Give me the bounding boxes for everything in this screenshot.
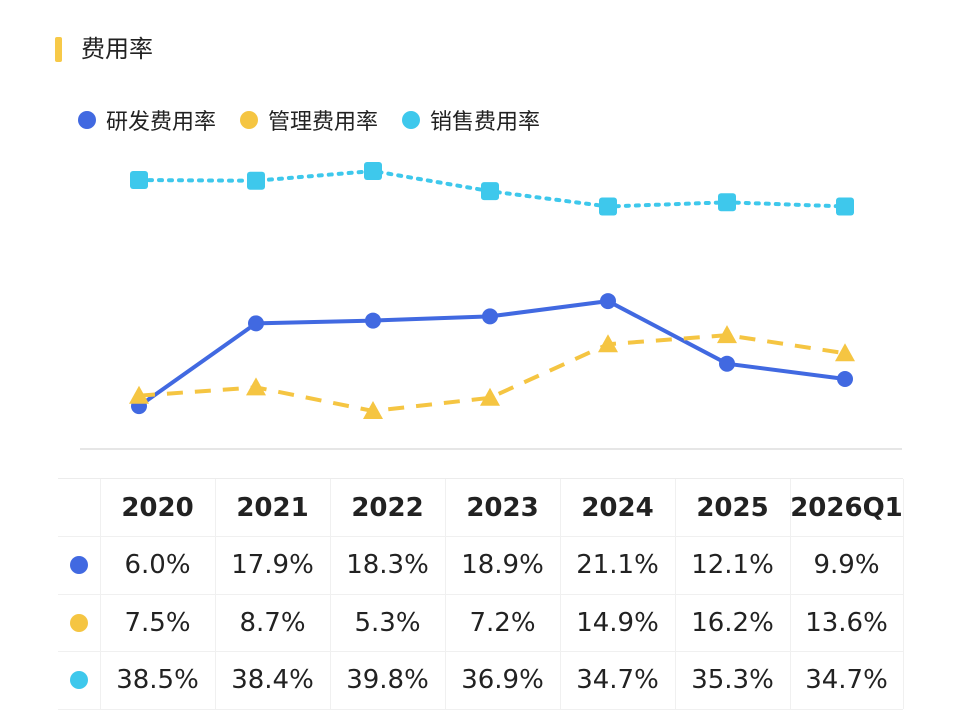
table-header-cell: 2022: [330, 479, 446, 536]
table-cell: 16.2%: [675, 594, 791, 651]
table-header-row: 2020 2021 2022 2023 2024 2025 2026Q1: [58, 479, 904, 537]
accent-bar: [55, 37, 62, 62]
table-row: 6.0% 17.9% 18.3% 18.9% 21.1% 12.1% 9.9%: [58, 536, 904, 595]
table-header-cell: 2023: [445, 479, 561, 536]
data-point[interactable]: [365, 312, 381, 329]
table-cell: 12.1%: [675, 536, 791, 594]
table-cell: 34.7%: [790, 651, 904, 709]
table-header-cell: 2021: [215, 479, 331, 536]
table-cell: 7.5%: [100, 594, 216, 651]
data-point[interactable]: [247, 171, 265, 190]
table-cell: 35.3%: [675, 651, 791, 709]
data-point[interactable]: [599, 197, 617, 216]
legend-item[interactable]: 研发费用率: [78, 104, 216, 136]
table-header-cell: 2026Q1: [790, 479, 904, 536]
data-point[interactable]: [482, 308, 498, 325]
legend-marker: [78, 111, 96, 129]
table-cell: 38.4%: [215, 651, 331, 709]
table-header-cell: 2020: [100, 479, 216, 536]
data-point[interactable]: [246, 377, 266, 396]
legend-item[interactable]: 管理费用率: [240, 104, 378, 136]
legend-marker: [240, 111, 259, 129]
legend-marker: [402, 111, 421, 129]
table-cell: 36.9%: [445, 651, 561, 709]
legend-label: 销售费用率: [430, 110, 541, 135]
table-header-cell: 2024: [560, 479, 676, 536]
data-point[interactable]: [836, 197, 854, 216]
table-cell: 8.7%: [215, 594, 331, 651]
table-cell: 7.2%: [445, 594, 561, 651]
row-marker: [70, 671, 88, 689]
data-point[interactable]: [717, 325, 737, 344]
data-point[interactable]: [129, 385, 149, 404]
data-point[interactable]: [364, 162, 382, 180]
legend-label: 研发费用率: [106, 110, 217, 135]
row-marker-cell: [58, 651, 101, 709]
row-marker: [70, 613, 88, 632]
data-point[interactable]: [363, 401, 383, 419]
data-point[interactable]: [835, 343, 855, 362]
data-point[interactable]: [481, 182, 499, 201]
legend-item[interactable]: 销售费用率: [402, 104, 540, 136]
table-cell: 34.7%: [560, 651, 676, 709]
line-chart: [80, 162, 902, 450]
table-cell: 9.9%: [790, 536, 904, 594]
data-point[interactable]: [598, 334, 618, 353]
row-marker: [70, 556, 88, 574]
row-marker-cell: [58, 536, 101, 594]
data-point[interactable]: [480, 387, 500, 406]
table-corner-cell: [58, 479, 101, 536]
data-point[interactable]: [718, 193, 736, 212]
data-point[interactable]: [837, 371, 853, 387]
table-cell: 5.3%: [330, 594, 446, 651]
table-cell: 38.5%: [100, 651, 216, 709]
table-row: 7.5% 8.7% 5.3% 7.2% 14.9% 16.2% 13.6%: [58, 594, 904, 652]
table-header-cell: 2025: [675, 479, 791, 536]
table-cell: 13.6%: [790, 594, 904, 651]
row-marker-cell: [58, 594, 101, 651]
table-cell: 17.9%: [215, 536, 331, 594]
legend-label: 管理费用率: [268, 110, 379, 135]
table-cell: 18.3%: [330, 536, 446, 594]
data-point[interactable]: [248, 315, 264, 332]
table-cell: 14.9%: [560, 594, 676, 651]
data-point[interactable]: [130, 171, 148, 190]
data-point[interactable]: [600, 293, 616, 310]
table-row: 38.5% 38.4% 39.8% 36.9% 34.7% 35.3% 34.7%: [58, 651, 904, 710]
table-cell: 6.0%: [100, 536, 216, 594]
data-table: 2020 2021 2022 2023 2024 2025 2026Q1 6.0% 17.9% 1…: [58, 478, 904, 710]
section-title: 费用率: [81, 35, 153, 63]
data-point[interactable]: [719, 355, 735, 372]
table-cell: 39.8%: [330, 651, 446, 709]
table-cell: 21.1%: [560, 536, 676, 594]
chart-legend: 研发费用率 管理费用率 销售费用率: [78, 104, 564, 136]
table-cell: 18.9%: [445, 536, 561, 594]
